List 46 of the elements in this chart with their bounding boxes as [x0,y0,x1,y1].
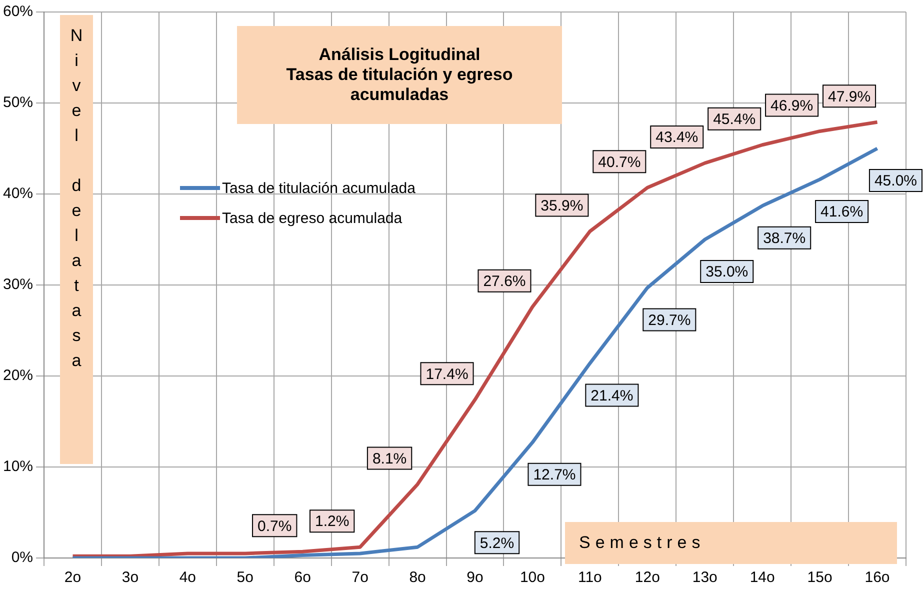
x-tick-label: 12o [634,569,660,586]
data-label: 12.7% [533,466,576,484]
data-label: 41.6% [820,204,864,221]
legend-label: Tasa de titulación acumulada [222,180,416,196]
y-tick-label: 20% [2,367,34,384]
x-tick-label: 2o [64,569,82,586]
data-label: 45.0% [874,172,918,190]
data-label: 40.7% [598,154,641,171]
data-label: 0.7% [258,518,292,535]
x-tick-label: 16o [864,569,890,586]
axis-title-panel: Semestres [565,522,897,564]
data-label: 47.9% [828,88,871,106]
data-label: 46.9% [770,97,814,114]
x-tick-label: 14o [750,569,775,586]
legend-label: Tasa de egreso acumulada [222,210,402,226]
data-label: 8.1% [372,450,407,468]
x-tick-label: 6o [294,569,311,586]
title-panel: Análisis Logitudinal Tasas de titulación y egreso acumuladas [237,26,562,124]
x-tick-label: 10o [520,569,545,586]
x-tick-label: 7o [352,569,368,586]
data-label: 17.4% [426,366,468,383]
x-tick-label: 3o [122,569,139,586]
y-tick-label: 10% [2,458,34,476]
y-tick-label: 30% [2,276,34,294]
data-label: 5.2% [480,534,514,552]
x-tick-label: 13o [692,569,718,586]
y-tick-label: 40% [2,185,34,202]
data-label: 1.2% [314,513,350,530]
data-label: 38.7% [763,230,806,247]
y-tick-label: 0% [11,549,34,566]
data-label: 45.4% [713,111,756,128]
data-label: 35.9% [540,197,584,214]
x-tick-label: 5o [236,569,254,586]
data-label: 35.0% [706,264,748,281]
data-label: 29.7% [648,312,691,329]
x-tick-label: 8o [409,569,426,586]
y-tick-label: 60% [2,3,34,20]
data-label: 27.6% [483,272,526,290]
data-label: 43.4% [656,129,698,146]
data-label: 21.4% [590,387,634,404]
axis-title-panel: Nivel delatasa [60,15,93,464]
x-tick-label: 9o [466,569,484,586]
y-tick-label: 50% [2,94,34,112]
x-tick-label: 15o [807,569,832,586]
x-tick-label: 11o [578,569,602,586]
x-tick-label: 4o [179,569,196,586]
